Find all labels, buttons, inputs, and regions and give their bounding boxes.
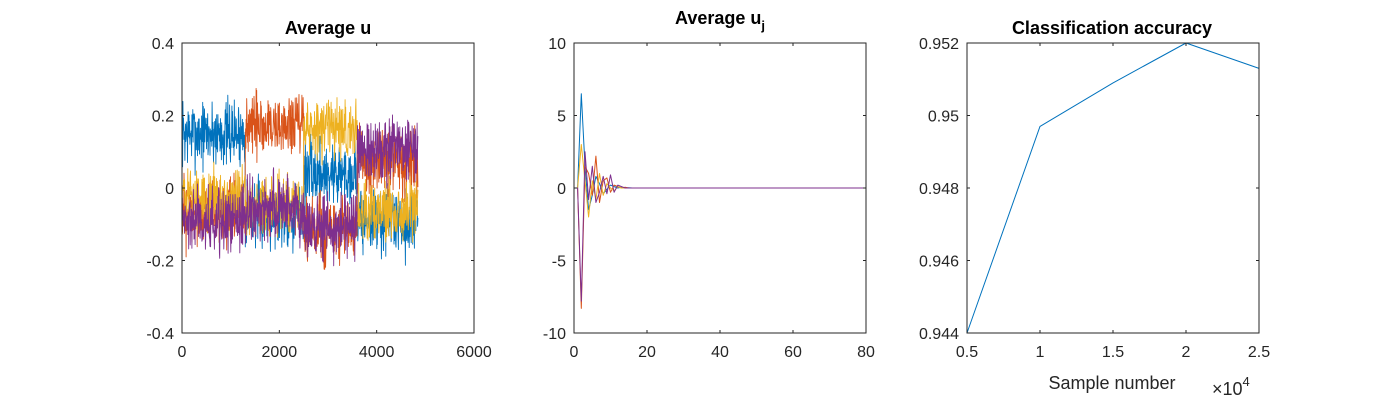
- y-tick-label: 0.946: [919, 254, 959, 271]
- chart-title: Average u: [285, 18, 371, 38]
- x-tick-label: 2: [1182, 344, 1191, 361]
- x-tick-label: 80: [857, 344, 875, 361]
- x-tick-label: 2.5: [1248, 344, 1270, 361]
- x-axis-exponent: ×104: [1212, 374, 1250, 399]
- x-tick-label: 1: [1036, 344, 1045, 361]
- y-tick-label: 0: [165, 181, 174, 198]
- series-group: [966, 42, 1260, 334]
- x-tick-label: 0.5: [956, 344, 978, 361]
- y-tick-label: 0: [557, 181, 566, 198]
- x-axis-label: Sample number: [1048, 373, 1175, 393]
- y-tick-label: -5: [552, 254, 566, 271]
- series-line-1: [966, 42, 1260, 334]
- x-tick-label: 4000: [359, 344, 395, 361]
- chart-panel-classification-accuracy: Classification accuracy 0.5 1 1.5 2 2.5 0.944…: [919, 18, 1270, 399]
- y-tick-label: 0.952: [919, 36, 959, 53]
- y-tick-label: 5: [557, 109, 566, 126]
- x-tick-label: 6000: [456, 344, 492, 361]
- x-tick-label: 0: [570, 344, 579, 361]
- x-tick-label: 0: [178, 344, 187, 361]
- series-group: [181, 87, 419, 270]
- chart-panel-average-uj: Average uj 0 20 40 60 80 -10 -5 0 5 10: [543, 8, 875, 361]
- y-tick-label: 0.948: [919, 181, 959, 198]
- plot-area: 0 2000 4000 6000 -0.4 -0.2 0 0.2 0.4: [146, 36, 491, 361]
- chart-panel-average-u: Average u 0 2000 4000 6000 -0.4 -0.2 0 0.2 0.4: [146, 18, 491, 361]
- x-tick-label: 2000: [262, 344, 298, 361]
- y-tick-label: 10: [548, 36, 566, 53]
- y-tick-label: -10: [543, 326, 566, 343]
- plot-area: 0 20 40 60 80 -10 -5 0 5 10: [543, 36, 875, 361]
- y-tick-label: -0.4: [146, 326, 174, 343]
- y-tick-label: 0.2: [152, 109, 174, 126]
- chart-title: Average uj: [675, 8, 765, 33]
- x-tick-label: 1.5: [1102, 344, 1124, 361]
- y-tick-label: 0.95: [928, 109, 959, 126]
- plot-area: 0.5 1 1.5 2 2.5 0.944 0.946 0.948 0.95 0.952: [919, 36, 1270, 361]
- y-tick-label: 0.944: [919, 326, 959, 343]
- series-line-4: [181, 114, 419, 267]
- x-tick-label: 40: [711, 344, 729, 361]
- series-line-4: [574, 151, 866, 302]
- series-group: [574, 93, 866, 309]
- chart-title: Classification accuracy: [1012, 18, 1212, 38]
- x-tick-label: 20: [638, 344, 656, 361]
- y-tick-label: -0.2: [146, 254, 174, 271]
- y-tick-label: 0.4: [152, 36, 174, 53]
- x-tick-label: 60: [784, 344, 802, 361]
